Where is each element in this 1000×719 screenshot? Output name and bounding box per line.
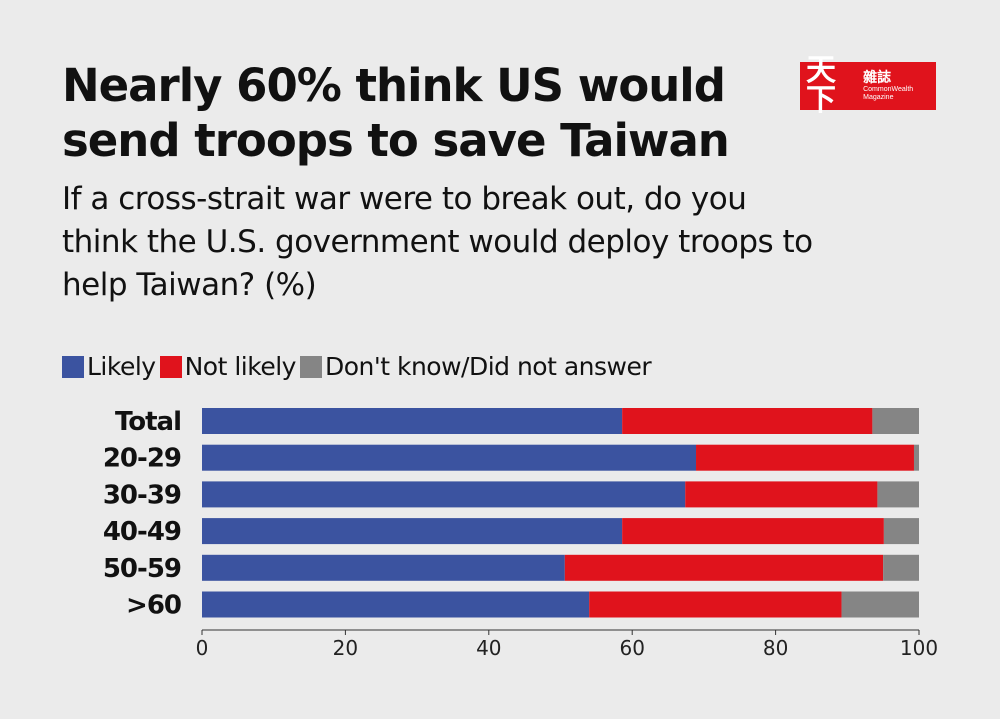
legend-label-not-likely: Not likely: [184, 352, 297, 381]
legend-label-likely: Likely: [87, 352, 156, 381]
category-label: 20-29: [103, 444, 181, 474]
category-label: 50-59: [103, 554, 181, 584]
bar-not-likely: [589, 591, 842, 618]
bar-likely: [202, 408, 623, 434]
bar-don-t-know-did-not-answer: [872, 408, 919, 434]
logo-side-text: 雜誌: [863, 70, 892, 86]
bar-don-t-know-did-not-answer: [883, 554, 919, 581]
x-tick-label: 80: [763, 636, 788, 660]
bar-don-t-know-did-not-answer: [883, 518, 919, 545]
legend-item-dont-know: Don't know/Did not answer: [299, 352, 652, 381]
legend-swatch-likely: [62, 355, 84, 378]
x-tick-label: 60: [619, 636, 644, 660]
bar-don-t-know-did-not-answer: [877, 481, 919, 508]
category-label: 30-39: [103, 480, 181, 510]
chart-subtitle: If a cross-strait war were to break out,…: [62, 181, 813, 303]
bar-not-likely: [564, 554, 884, 581]
logo-english-text: CommonWealth Magazine: [863, 86, 914, 101]
legend-swatch-not-likely: [159, 355, 182, 378]
x-tick-label: 0: [196, 636, 209, 660]
logo-main-text: 天下: [806, 53, 836, 118]
x-tick-label: 100: [900, 636, 938, 660]
category-label: Total: [115, 407, 181, 437]
bar-not-likely: [696, 444, 914, 471]
bar-likely: [202, 481, 686, 508]
chart-title: Nearly 60% think US would send troops to…: [62, 59, 730, 167]
category-label: >60: [126, 591, 181, 621]
bar-not-likely: [685, 481, 878, 508]
bar-likely: [202, 518, 623, 545]
legend-item-likely: Likely: [62, 352, 156, 381]
bar-not-likely: [622, 518, 884, 545]
legend-swatch-dont-know: [299, 355, 322, 378]
bar-not-likely: [622, 408, 873, 434]
bar-don-t-know-did-not-answer: [841, 591, 919, 618]
x-tick-label: 40: [476, 636, 501, 660]
bar-don-t-know-did-not-answer: [913, 444, 919, 471]
bar-likely: [202, 591, 590, 618]
legend-label-dont-know: Don't know/Did not answer: [324, 352, 652, 381]
category-label: 40-49: [103, 517, 181, 547]
x-tick-label: 20: [333, 636, 358, 660]
bar-likely: [202, 554, 565, 581]
chart-legend: Likely Not likely Don't know/Did not ans…: [62, 352, 655, 381]
bar-likely: [202, 444, 697, 471]
legend-item-not-likely: Not likely: [159, 352, 297, 381]
magazine-logo: 天下 雜誌 CommonWealth Magazine: [800, 56, 936, 116]
